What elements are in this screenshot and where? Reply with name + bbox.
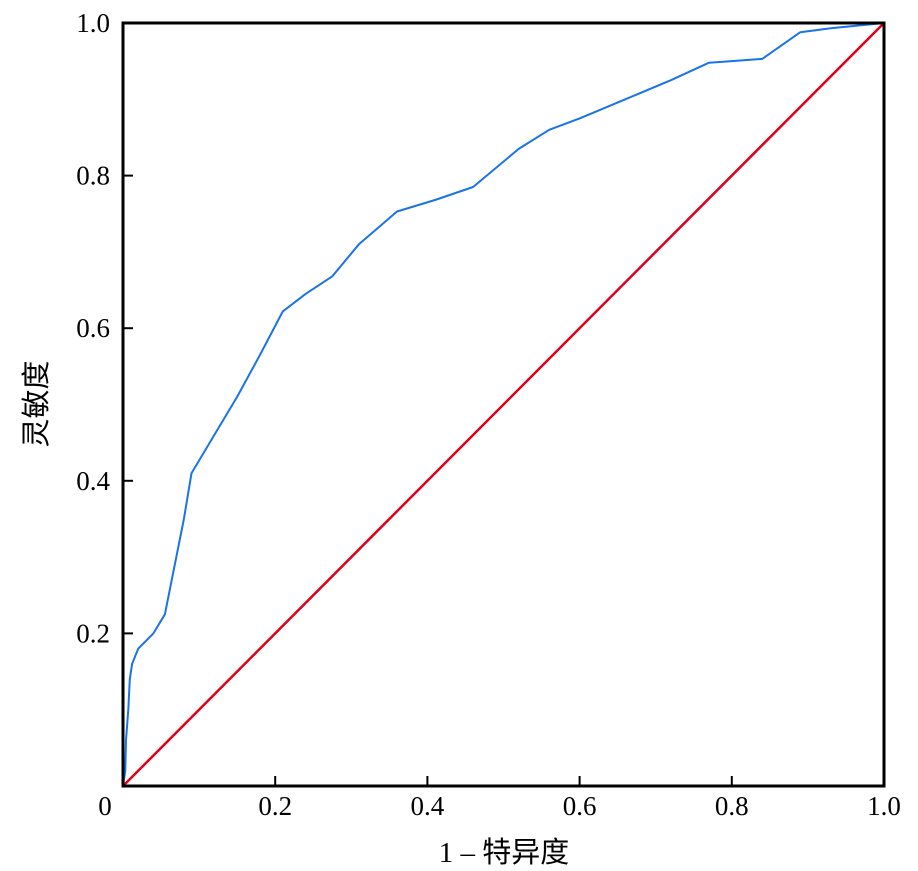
x-tick-label: 0.6: [563, 791, 597, 821]
reference-diagonal-line: [122, 22, 885, 787]
y-tick-label: 0.4: [76, 466, 110, 496]
y-tick-label: 0.2: [76, 618, 110, 648]
y-axis-title: 灵敏度: [20, 360, 53, 447]
x-tick-label: 0.8: [715, 791, 749, 821]
plot-frame: [121, 21, 886, 788]
x-tick-label: 0.2: [258, 791, 292, 821]
ticks-layer: 0 0.2 0.4 0.6 0.8 1.0 0.2 0.4 0.6 0.8 1.0: [76, 8, 901, 821]
x-tick-label: 0: [98, 791, 112, 821]
x-axis-title: 1 – 特异度: [439, 836, 570, 869]
x-tick-label: 0.4: [411, 791, 445, 821]
y-tick-label: 0.6: [76, 313, 110, 343]
series-layer: [122, 22, 885, 787]
y-tick-label: 1.0: [76, 8, 110, 38]
y-tick-label: 0.8: [76, 161, 110, 191]
x-tick-label: 1.0: [867, 791, 901, 821]
roc-curve-line: [122, 22, 885, 787]
